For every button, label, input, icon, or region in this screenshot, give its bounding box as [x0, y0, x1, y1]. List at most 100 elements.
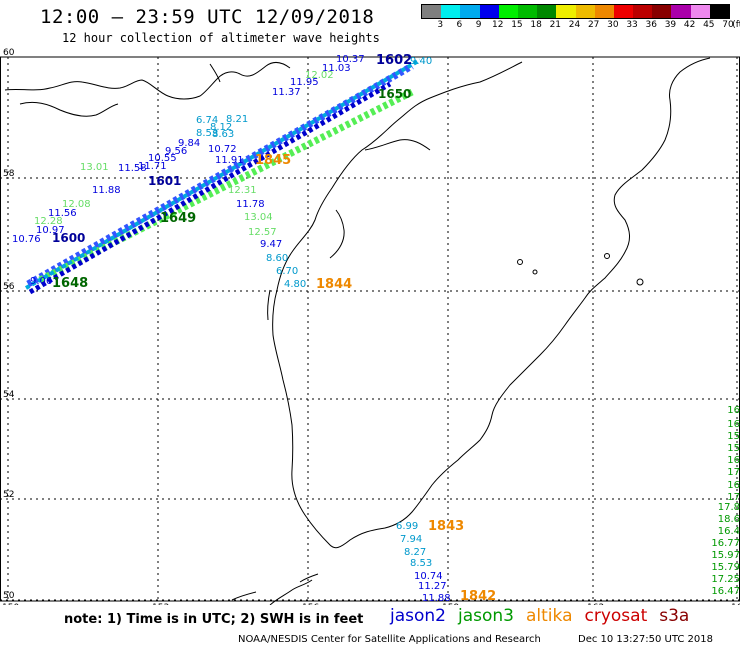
- satellite-tracks: 1602 1650 1845 1601 1649 1600 1648 1844 1843 1842…: [12, 53, 740, 604]
- swh-label: 11.56: [48, 208, 77, 219]
- swh-label: 10.97: [36, 225, 65, 236]
- swh-label: 6.99: [396, 521, 418, 532]
- legend-tick-label: 36: [645, 20, 657, 30]
- legend-tick-label: 42: [683, 20, 696, 30]
- swh-label: 8.53: [196, 128, 218, 139]
- s3a-swh-label: 15.97: [711, 550, 740, 561]
- legend-tick-label: 24: [568, 20, 581, 30]
- swh-label: 10.74: [414, 571, 443, 582]
- legend-swatch: [517, 5, 538, 18]
- swh-label: 6.74: [196, 115, 218, 126]
- lat-label: 54: [3, 390, 15, 400]
- s3a-swh-label: 17: [727, 492, 740, 503]
- legend-swatch: [709, 5, 729, 18]
- s3a-swh-label: 15: [727, 443, 740, 454]
- legend-swatch: [498, 5, 518, 18]
- swh-label: 12.02: [305, 70, 334, 81]
- lat-label: 56: [3, 282, 15, 292]
- swh-label: 12.57: [248, 227, 277, 238]
- swh-label: 9.06: [30, 276, 52, 287]
- swh-label: 11.95: [290, 77, 319, 88]
- lat-label: 50: [3, 591, 15, 601]
- legend-tick-label: 33: [626, 20, 638, 30]
- legend-swatch: [537, 5, 557, 18]
- page-title: 12:00 — 23:59 UTC 12/09/2018: [40, 6, 375, 28]
- legend-swatch: [575, 5, 595, 18]
- footer-note: note: 1) Time is in UTC; 2) SWH is in fe…: [64, 612, 364, 627]
- swh-label: 7.94: [400, 534, 422, 545]
- s3a-swh-label: 15: [727, 431, 740, 442]
- legend-tick-label: 12: [492, 20, 504, 30]
- altimeter-map: 605856545250150153156159162165 160216501…: [0, 48, 740, 605]
- s3a-swh-label: 17: [727, 467, 740, 478]
- legend-swatch: [556, 5, 576, 18]
- legend-tick-label: 30: [607, 20, 619, 30]
- legend-tick-label: 70: [722, 20, 734, 30]
- swh-label: 9.84: [178, 138, 200, 149]
- legend-swatch: [441, 5, 461, 18]
- s3a-swh-label: 15.79: [711, 562, 740, 573]
- lat-label: 52: [3, 490, 14, 500]
- pass-time-label: 1844: [316, 277, 352, 292]
- legend-swatch: [671, 5, 691, 18]
- lon-label: 150: [2, 603, 19, 605]
- legend-swatch: [652, 5, 672, 18]
- swh-label: 11.71: [138, 161, 167, 172]
- swh-label: 10.72: [208, 144, 237, 155]
- legend-swatch: [422, 5, 442, 18]
- track-dashes: [24, 58, 422, 290]
- swh-label: 9.40: [410, 56, 432, 67]
- satellite-cryosat-label: cryosat: [584, 606, 648, 626]
- lat-label: 60: [3, 48, 15, 58]
- legend-tick-label: 27: [587, 20, 600, 30]
- swh-label: 11.03: [322, 63, 351, 74]
- pass-time-label: 1600: [52, 231, 85, 245]
- swh-label: 8.60: [266, 253, 288, 264]
- legend-swatch: [633, 5, 653, 18]
- s3a-swh-label: 16.77: [711, 538, 740, 549]
- s3a-swh-label: 16: [727, 455, 740, 466]
- legend-color-bar: [421, 4, 730, 19]
- swh-label: 8.27: [404, 547, 426, 558]
- page-subtitle: 12 hour collection of altimeter wave hei…: [62, 31, 380, 45]
- legend-swatch: [460, 5, 480, 18]
- graticule: 60 58 56 54 52 50 150 153 156 159 162 165: [0, 48, 740, 605]
- swh-label: 8.12: [210, 122, 232, 133]
- swh-label: 11.58: [118, 163, 147, 174]
- pass-time-label: 1649: [160, 211, 196, 226]
- pass-time-label: 1601: [148, 174, 181, 188]
- s3a-swh-label: 18.6: [718, 514, 740, 525]
- swh-label: 11.91: [215, 155, 244, 166]
- legend-tick-label: 6: [456, 20, 463, 30]
- lon-label: 159: [442, 603, 459, 605]
- map-frame: [0, 56, 740, 602]
- legend-swatch: [613, 5, 634, 18]
- legend-swatch: [690, 5, 710, 18]
- lon-label: 156: [302, 603, 319, 605]
- satellite-s3a-label: s3a: [659, 606, 690, 626]
- swh-label: 9.56: [165, 146, 187, 157]
- swh-label: 8.21: [226, 114, 248, 125]
- s3a-swh-label: 17.25: [711, 574, 740, 585]
- swh-label: 12.31: [228, 185, 257, 196]
- swh-label: 8.53: [410, 558, 432, 569]
- s3a-swh-label: 17.8: [718, 502, 740, 513]
- satellite-altika-label: altika: [526, 606, 573, 626]
- legend-swatch: [594, 5, 614, 18]
- legend-tick-label: 45: [703, 20, 715, 30]
- satellite-legend: jason2 jason3 altika cryosat s3a: [390, 606, 701, 626]
- swh-label: 10.37: [336, 54, 365, 65]
- swh-label: 6.70: [276, 266, 298, 277]
- legend-tick-label: 39: [664, 20, 677, 30]
- lon-label: 162: [587, 603, 604, 605]
- legend-unit: (ft): [732, 20, 740, 30]
- s3a-swh-label: 16.47: [711, 586, 740, 597]
- coastline: [4, 57, 711, 605]
- swh-label: 11.78: [236, 199, 265, 210]
- pass-time-label: 1843: [428, 519, 464, 534]
- swh-label: 13.01: [80, 162, 109, 173]
- legend-tick-label: 21: [549, 20, 562, 30]
- legend-tick-label: 18: [530, 20, 542, 30]
